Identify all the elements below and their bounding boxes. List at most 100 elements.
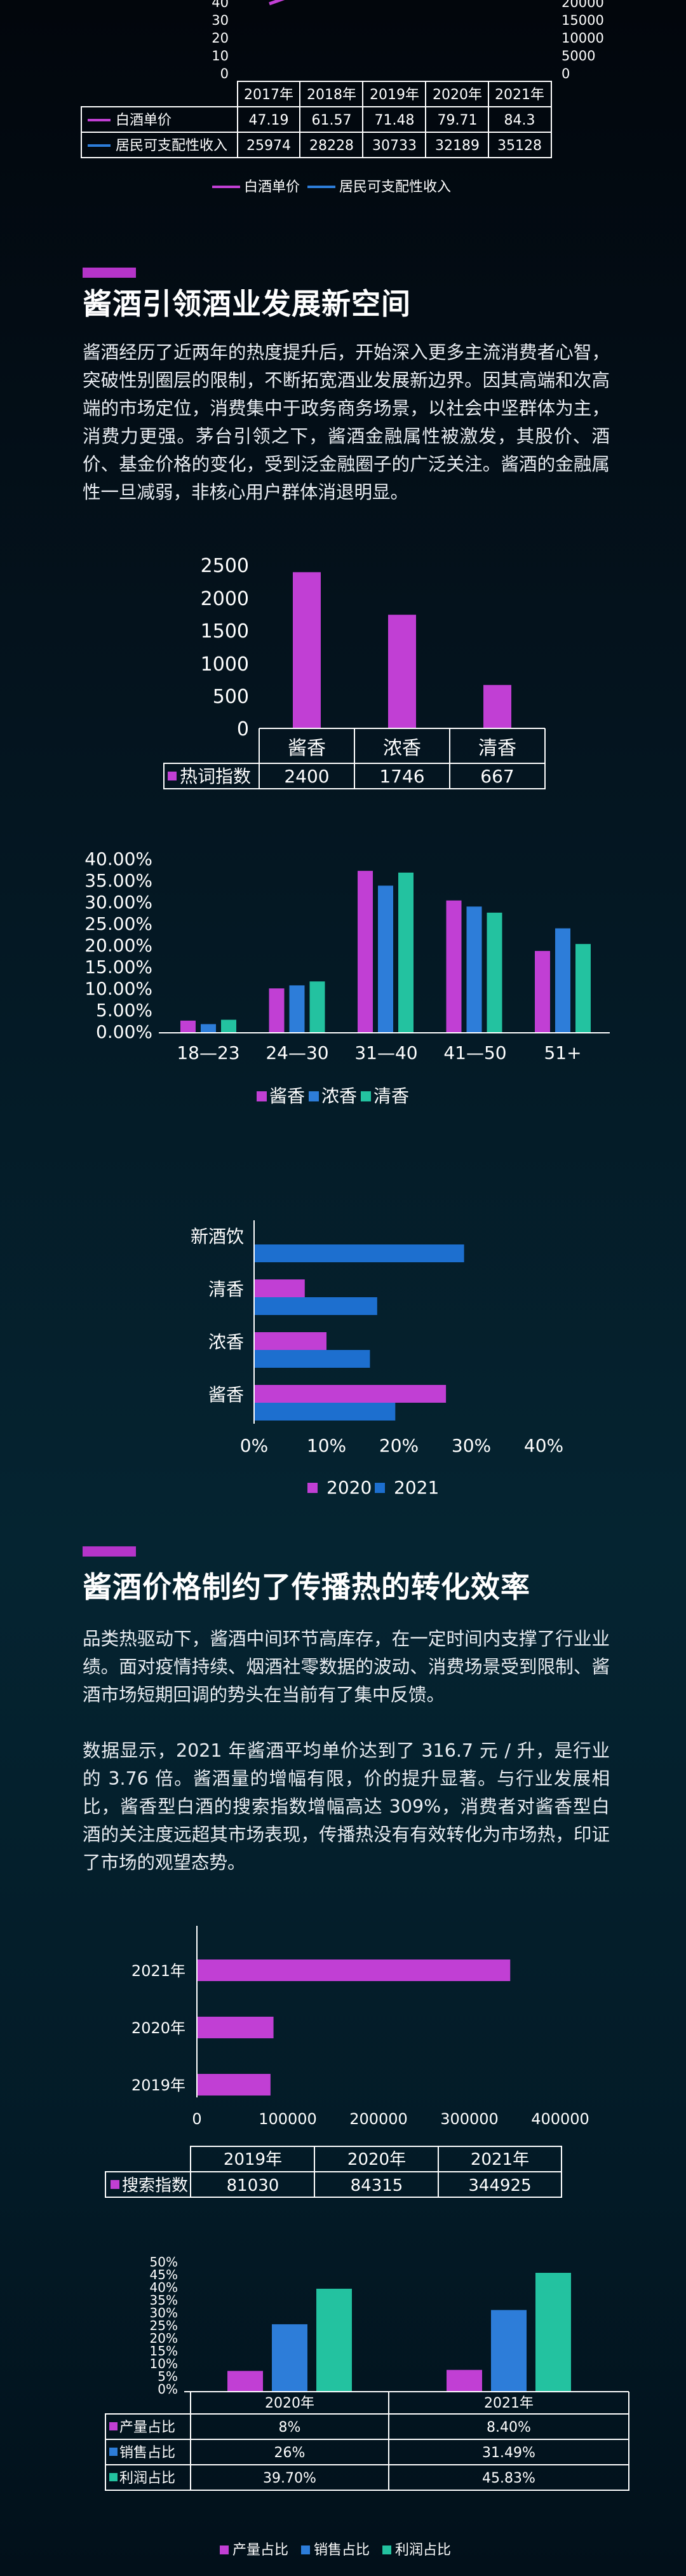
tick-label: 25.00% xyxy=(84,913,152,934)
legend-swatch xyxy=(109,2422,118,2430)
bar-1 xyxy=(197,2017,274,2038)
tick-label: 5.00% xyxy=(96,1000,152,1021)
table-cell: 35128 xyxy=(497,138,542,154)
row-label-income: 居民可支配性收入 xyxy=(116,138,227,154)
table-header-cell: 2018年 xyxy=(307,87,356,103)
section-accent-bar xyxy=(83,268,136,278)
tick-label: 30 xyxy=(212,13,229,28)
table-cell: 61.57 xyxy=(312,112,352,128)
tick-label: 100000 xyxy=(259,2110,317,2128)
table-header-cell: 2021年 xyxy=(495,87,544,103)
legend-label: 2021 xyxy=(394,1477,439,1498)
tick-label: 50% xyxy=(150,2254,178,2270)
tick-label: 5% xyxy=(158,2369,178,2384)
tick-label: 200000 xyxy=(349,2110,408,2128)
tick-label: 20 xyxy=(212,31,229,46)
legend-label: 2020 xyxy=(326,1477,372,1498)
table-header: 2017年 2018年 2019年 2020年 2021年 xyxy=(244,87,544,103)
table-cell: 71.48 xyxy=(375,112,415,128)
table-header-cell: 2021年 xyxy=(471,2150,529,2169)
legend-swatch-sales xyxy=(301,2545,310,2554)
table-values: 2400 1746 667 xyxy=(284,766,514,787)
legend-label: 销售占比 xyxy=(314,2542,370,2558)
table-cell: 26% xyxy=(274,2445,306,2461)
legend-swatch-jiang xyxy=(257,1091,267,1101)
tick-label: 40% xyxy=(150,2280,178,2295)
right-axis-ticks: 20000 15000 10000 5000 0 xyxy=(562,0,604,81)
tick-label: 10% xyxy=(150,2356,178,2371)
category-label: 浓香 xyxy=(208,1332,244,1353)
legend-swatch xyxy=(109,2473,118,2481)
data-table xyxy=(105,2146,562,2198)
table-cell: 31.49% xyxy=(482,2445,535,2461)
table-cell: 84.3 xyxy=(504,112,535,128)
bar-清香-4 xyxy=(575,944,591,1033)
tick-label: 0% xyxy=(240,1435,268,1456)
bar-销售占比-0 xyxy=(272,2324,307,2392)
table-values: 81030 84315 344925 xyxy=(227,2176,532,2195)
tick-label: 30% xyxy=(452,1435,491,1456)
table-row-income: 25974 28228 30733 32189 35128 xyxy=(246,138,542,154)
legend-swatch-2020 xyxy=(307,1483,318,1493)
table-values: 8% 8.40% 26% 31.49% 39.70% 45.83% xyxy=(263,2420,535,2486)
bar-2020-3 xyxy=(254,1385,447,1403)
row-label: 销售占比 xyxy=(119,2445,175,2461)
legend-label: 产量占比 xyxy=(232,2542,288,2558)
table-header-cell: 2020年 xyxy=(265,2395,314,2411)
table-cell: 1746 xyxy=(379,766,424,787)
row-label: 利润占比 xyxy=(119,2470,175,2486)
tick-label: 1500 xyxy=(201,620,249,643)
legend: 白酒单价 居民可支配性收入 xyxy=(212,179,451,195)
category-label: 2021年 xyxy=(131,1962,185,1980)
table-header-cell: 2020年 xyxy=(433,87,482,103)
section-heading: 酱酒引领酒业发展新空间 xyxy=(83,287,411,321)
tick-label: 20.00% xyxy=(84,935,152,956)
legend: 2020 2021 xyxy=(307,1477,439,1498)
tick-label: 1000 xyxy=(201,653,249,676)
tick-label: 0.00% xyxy=(96,1021,152,1042)
tick-label: 20000 xyxy=(562,0,604,10)
chart-category-attention: 新酒饮 清香 浓香 酱香 0% 10% 20% 30% 40% 2020 202… xyxy=(191,1220,563,1498)
price-line-fragment xyxy=(269,0,285,6)
tick-label: 40.00% xyxy=(84,848,152,869)
tick-label: 2500 xyxy=(201,555,249,577)
bar-酱香-2 xyxy=(358,871,373,1033)
paragraph: 数据显示，2021 年酱酒平均单价达到了 316.7 元 / 升，是行业的 3.… xyxy=(83,1740,610,1873)
legend-label: 浓香 xyxy=(321,1086,357,1107)
data-table xyxy=(105,2391,629,2491)
bar-酱香 xyxy=(293,572,321,728)
category-label: 酱香 xyxy=(288,737,326,760)
tick-label: 0% xyxy=(158,2382,178,2397)
tick-label: 15000 xyxy=(562,13,604,28)
tick-label: 25% xyxy=(150,2318,178,2333)
table-header-cell: 2019年 xyxy=(370,87,419,103)
table-cell: 81030 xyxy=(227,2176,279,2195)
section-body: 品类热驱动下，酱酒中间环节高库存，在一定时间内支撑了行业业绩。面对疫情持续、烟酒… xyxy=(83,1625,610,1877)
bar-清香-3 xyxy=(487,912,502,1033)
chart-hotword-index: 2500 2000 1500 1000 500 0 酱香 浓香 清香 热词指数 … xyxy=(163,555,546,789)
bar-清香-2 xyxy=(398,872,414,1033)
category-label: 2019年 xyxy=(131,2076,185,2094)
bar-浓香-2 xyxy=(378,885,393,1033)
tick-label: 10000 xyxy=(562,31,604,46)
legend: 产量占比 销售占比 利润占比 xyxy=(220,2542,451,2558)
legend-swatch xyxy=(168,772,177,780)
bar-清香 xyxy=(483,685,511,728)
section-heading: 酱酒价格制约了传播热的转化效率 xyxy=(83,1570,530,1604)
table-header-cell: 2021年 xyxy=(484,2395,534,2411)
y-axis-ticks: 50% 45% 40% 35% 30% 25% 20% 15% 10% 5% 0… xyxy=(150,2254,178,2397)
category-label: 新酒饮 xyxy=(191,1226,244,1247)
category-labels: 2021年 2020年 2019年 xyxy=(131,1962,185,2094)
tick-label: 10.00% xyxy=(84,978,152,999)
tick-label: 0 xyxy=(562,66,570,81)
table-header-cell: 2017年 xyxy=(244,87,293,103)
category-label: 24—30 xyxy=(266,1042,328,1063)
bar-0 xyxy=(197,1959,511,1981)
tick-label: 500 xyxy=(213,686,249,708)
tick-label: 45% xyxy=(150,2267,178,2282)
legend-swatch xyxy=(109,2448,118,2456)
paragraph: 酱酒经历了近两年的热度提升后，开始深入更多主流消费者心智，突破性别圈层的限制，不… xyxy=(83,342,610,503)
legend-swatch-2021 xyxy=(375,1483,385,1493)
table-cell: 25974 xyxy=(246,138,291,154)
x-axis-labels: 0% 10% 20% 30% 40% xyxy=(240,1435,563,1456)
